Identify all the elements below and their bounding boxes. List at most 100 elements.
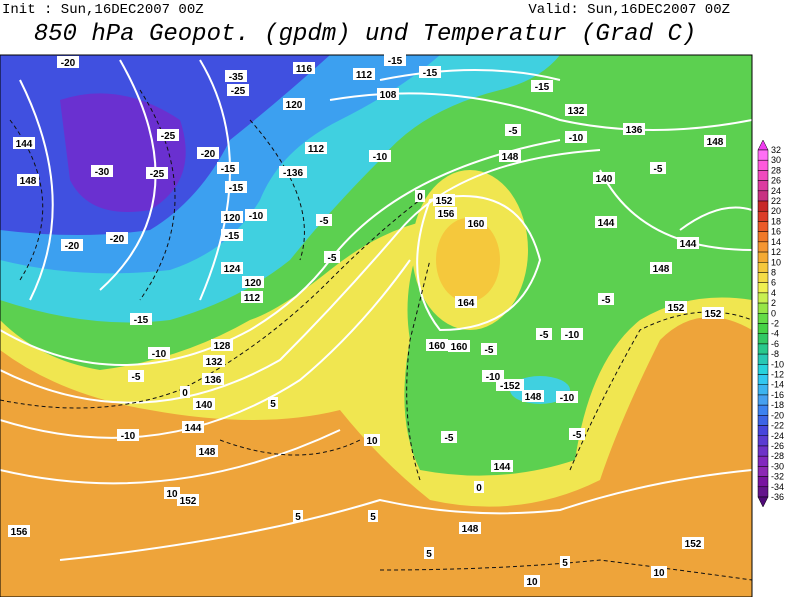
colorbar-label: -28 <box>771 451 784 461</box>
color-swatch <box>757 466 769 477</box>
contour-label: -5 <box>445 433 454 444</box>
contour-label: 5 <box>370 512 376 523</box>
colorbar-label: -22 <box>771 421 784 431</box>
contour-label: 148 <box>707 137 724 148</box>
color-swatch <box>757 170 769 181</box>
contour-label-bg <box>465 217 487 229</box>
color-swatch <box>757 425 769 437</box>
contour-label: 152 <box>685 539 702 550</box>
contour-label: -20 <box>110 234 125 245</box>
contour-label-bg <box>242 276 264 288</box>
contour-label-bg <box>283 98 305 110</box>
contour-label-bg <box>197 147 219 159</box>
contour-label: 160 <box>468 219 485 230</box>
colorbar-label: 26 <box>771 176 781 186</box>
color-swatch <box>757 149 769 161</box>
color-swatch <box>757 241 769 253</box>
colorbar-label: 4 <box>771 288 776 298</box>
contour-label-bg <box>13 137 35 149</box>
contour-label-bg <box>148 347 170 359</box>
contour-label: -20 <box>201 149 216 160</box>
contour-label-bg <box>426 339 448 351</box>
contour-label-bg <box>180 386 190 398</box>
contour-label-bg <box>177 494 199 506</box>
contour-label: 112 <box>244 293 261 304</box>
contour-label: -152 <box>500 381 520 392</box>
color-swatch <box>757 333 769 345</box>
color-swatch <box>757 323 769 334</box>
colorbar-label: 2 <box>771 298 776 308</box>
contour-label-bg <box>682 537 704 549</box>
contour-label-bg <box>459 522 481 534</box>
contour-label: 0 <box>476 483 482 494</box>
contour-label: 148 <box>462 524 479 535</box>
contour-label-bg <box>455 296 477 308</box>
color-swatch <box>757 159 769 171</box>
contour-label-bg <box>117 429 139 441</box>
contour-label-bg <box>353 68 375 80</box>
contour-label-bg <box>536 328 552 340</box>
contour-label: -5 <box>602 295 611 306</box>
colorbar-label: -20 <box>771 410 784 420</box>
contour-label-bg <box>157 129 179 141</box>
contour-label: 164 <box>458 298 475 309</box>
contour-label: -25 <box>150 169 165 180</box>
colorbar-label: -2 <box>771 319 779 329</box>
contour-label: 5 <box>426 549 432 560</box>
contour-label-bg <box>650 262 672 274</box>
contour-label-bg <box>164 487 180 499</box>
contour-label: -5 <box>509 126 518 137</box>
contour-label: 152 <box>668 303 685 314</box>
contour-label: 152 <box>705 309 722 320</box>
color-swatch <box>757 445 769 457</box>
colorbar-label: -14 <box>771 380 784 390</box>
contour-label: -15 <box>134 315 149 326</box>
contour-label-bg <box>225 181 247 193</box>
contour-label: -5 <box>654 164 663 175</box>
color-swatch <box>757 343 769 355</box>
contour-label: 108 <box>380 90 397 101</box>
contour-label: 120 <box>224 213 241 224</box>
contour-label-bg <box>196 445 218 457</box>
contour-label: 148 <box>653 264 670 275</box>
colorbar-label: -18 <box>771 400 784 410</box>
contour-label-bg <box>560 556 570 568</box>
contour-label-bg <box>384 54 406 66</box>
contour-label-bg <box>364 434 380 446</box>
contour-label: 10 <box>526 577 538 588</box>
colorbar-label: -34 <box>771 482 784 492</box>
contour-label: 156 <box>438 209 455 220</box>
contour-label: 112 <box>356 70 373 81</box>
contour-label: 144 <box>185 423 202 434</box>
contour-label: -20 <box>65 241 80 252</box>
contour-label-bg <box>505 124 521 136</box>
colorbar-label: 16 <box>771 227 781 237</box>
colorbar-label: -12 <box>771 370 784 380</box>
contour-label-bg <box>448 340 470 352</box>
contour-label-bg <box>481 343 497 355</box>
contour-label-bg <box>474 481 484 493</box>
colorbar-label: 10 <box>771 257 781 267</box>
contour-label-bg <box>57 56 79 68</box>
contour-label-bg <box>211 339 233 351</box>
color-swatch <box>757 231 769 243</box>
contour-label: 144 <box>598 218 615 229</box>
contour-label: 116 <box>296 64 313 75</box>
contour-label-bg <box>623 123 645 135</box>
contour-label-bg <box>130 313 152 325</box>
contour-label-bg <box>435 207 457 219</box>
contour-label: 140 <box>196 400 213 411</box>
colorbar-label: -4 <box>771 329 779 339</box>
color-swatch <box>757 262 769 273</box>
contour-label-bg <box>221 262 243 274</box>
contour-label: -15 <box>221 164 236 175</box>
contour-label: -10 <box>560 393 575 404</box>
color-swatch <box>757 394 769 406</box>
contour-label-bg <box>268 397 278 409</box>
contour-label: -15 <box>388 56 403 67</box>
color-swatch <box>757 180 769 192</box>
contour-label-bg <box>482 370 504 382</box>
contour-label: 140 <box>596 174 613 185</box>
contour-label: 152 <box>180 496 197 507</box>
color-swatch <box>757 302 769 314</box>
